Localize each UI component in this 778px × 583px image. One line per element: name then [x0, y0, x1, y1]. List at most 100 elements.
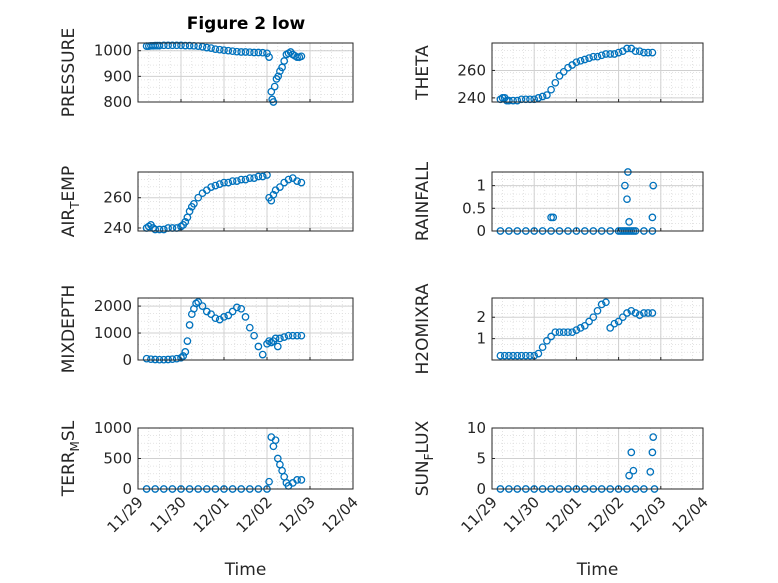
- data-point: [144, 222, 153, 231]
- data-point: [629, 466, 638, 475]
- data-point: [585, 317, 593, 326]
- data-point: [576, 56, 585, 65]
- data-point: [640, 48, 648, 57]
- data-point: [559, 67, 568, 76]
- data-point: [254, 48, 263, 57]
- data-point: [644, 48, 652, 57]
- data-point: [644, 309, 652, 317]
- data-point: [194, 298, 203, 306]
- data-point: [625, 218, 633, 226]
- data-point: [164, 41, 172, 50]
- data-point: [517, 95, 526, 104]
- data-point: [614, 48, 623, 57]
- y-axis-label: H2OMIXRA: [413, 283, 433, 374]
- data-point: [580, 321, 589, 330]
- data-point: [293, 53, 301, 61]
- data-point: [179, 352, 188, 360]
- data-point: [513, 96, 522, 105]
- data-point: [276, 67, 284, 76]
- data-point: [593, 306, 602, 315]
- subplot-6: 1 2 H2OMIXRA: [413, 283, 704, 375]
- y-axis-label: THETA: [413, 45, 433, 101]
- data-point: [543, 91, 551, 99]
- data-point: [648, 48, 657, 57]
- data-point: [543, 336, 551, 345]
- data-point: [211, 314, 220, 323]
- data-point: [237, 304, 246, 313]
- y-tick-label: 5: [476, 450, 486, 468]
- y-tick-label: 900: [103, 67, 132, 85]
- data-point: [297, 178, 306, 187]
- data-point: [270, 82, 279, 91]
- data-point: [585, 54, 593, 62]
- data-point: [646, 468, 655, 476]
- data-point: [181, 348, 190, 356]
- data-point: [631, 309, 640, 317]
- y-tick-label: 260: [457, 61, 486, 79]
- data-point: [606, 50, 615, 58]
- axes-background: [138, 172, 353, 231]
- axes-box: [137, 297, 354, 361]
- data-point: [241, 175, 250, 184]
- y-tick-label: 0: [476, 480, 486, 498]
- data-point: [631, 47, 640, 56]
- data-point: [185, 321, 194, 329]
- data-point: [168, 355, 177, 364]
- data-point: [602, 298, 610, 307]
- data-point: [233, 303, 241, 312]
- data-point: [648, 448, 657, 457]
- data-point: [181, 41, 190, 50]
- data-point: [220, 178, 228, 187]
- data-point: [293, 177, 301, 185]
- data-point: [269, 190, 278, 199]
- data-point: [606, 324, 615, 332]
- data-point: [521, 351, 530, 360]
- y-axis-label: SUNFLUX: [413, 420, 436, 496]
- data-point: [265, 53, 273, 61]
- data-point: [215, 45, 224, 54]
- data-point: [597, 51, 606, 60]
- data-point: [602, 50, 610, 58]
- data-point: [224, 311, 233, 320]
- data-point: [648, 309, 657, 317]
- data-point: [183, 337, 192, 345]
- data-point: [172, 41, 181, 50]
- data-point: [237, 175, 246, 184]
- data-point: [635, 47, 644, 56]
- data-point: [190, 199, 198, 208]
- axes-box: [491, 171, 704, 232]
- data-point: [228, 47, 237, 56]
- data-point: [198, 302, 207, 310]
- data-point: [207, 310, 215, 319]
- y-tick-label: 1: [476, 330, 486, 348]
- data-point: [517, 351, 526, 360]
- data-point: [228, 307, 237, 316]
- data-point: [580, 55, 589, 64]
- data-point: [551, 78, 560, 87]
- data-point: [297, 476, 306, 484]
- data-point: [181, 218, 190, 226]
- data-point: [258, 172, 267, 181]
- data-point: [293, 476, 301, 484]
- data-point: [576, 324, 585, 332]
- axes-box: [491, 297, 704, 361]
- data-point: [547, 332, 555, 341]
- data-point: [220, 313, 228, 321]
- data-point: [513, 351, 522, 360]
- data-point: [211, 45, 220, 54]
- data-point: [254, 342, 263, 351]
- subplot-4: 0 0.5 1 RAINFALL: [413, 161, 704, 241]
- data-point: [649, 181, 658, 190]
- data-point: [505, 96, 513, 105]
- y-axis-label: RAINFALL: [413, 161, 433, 241]
- data-point: [151, 225, 160, 234]
- data-point: [640, 309, 648, 317]
- data-point: [185, 207, 194, 216]
- y-tick-label: 240: [457, 89, 486, 107]
- data-point: [284, 331, 293, 340]
- y-tick-label: 2000: [94, 297, 132, 315]
- data-point: [215, 180, 224, 188]
- y-tick-label: 1000: [94, 42, 132, 60]
- subplot-2: 240 260 THETA: [413, 42, 704, 107]
